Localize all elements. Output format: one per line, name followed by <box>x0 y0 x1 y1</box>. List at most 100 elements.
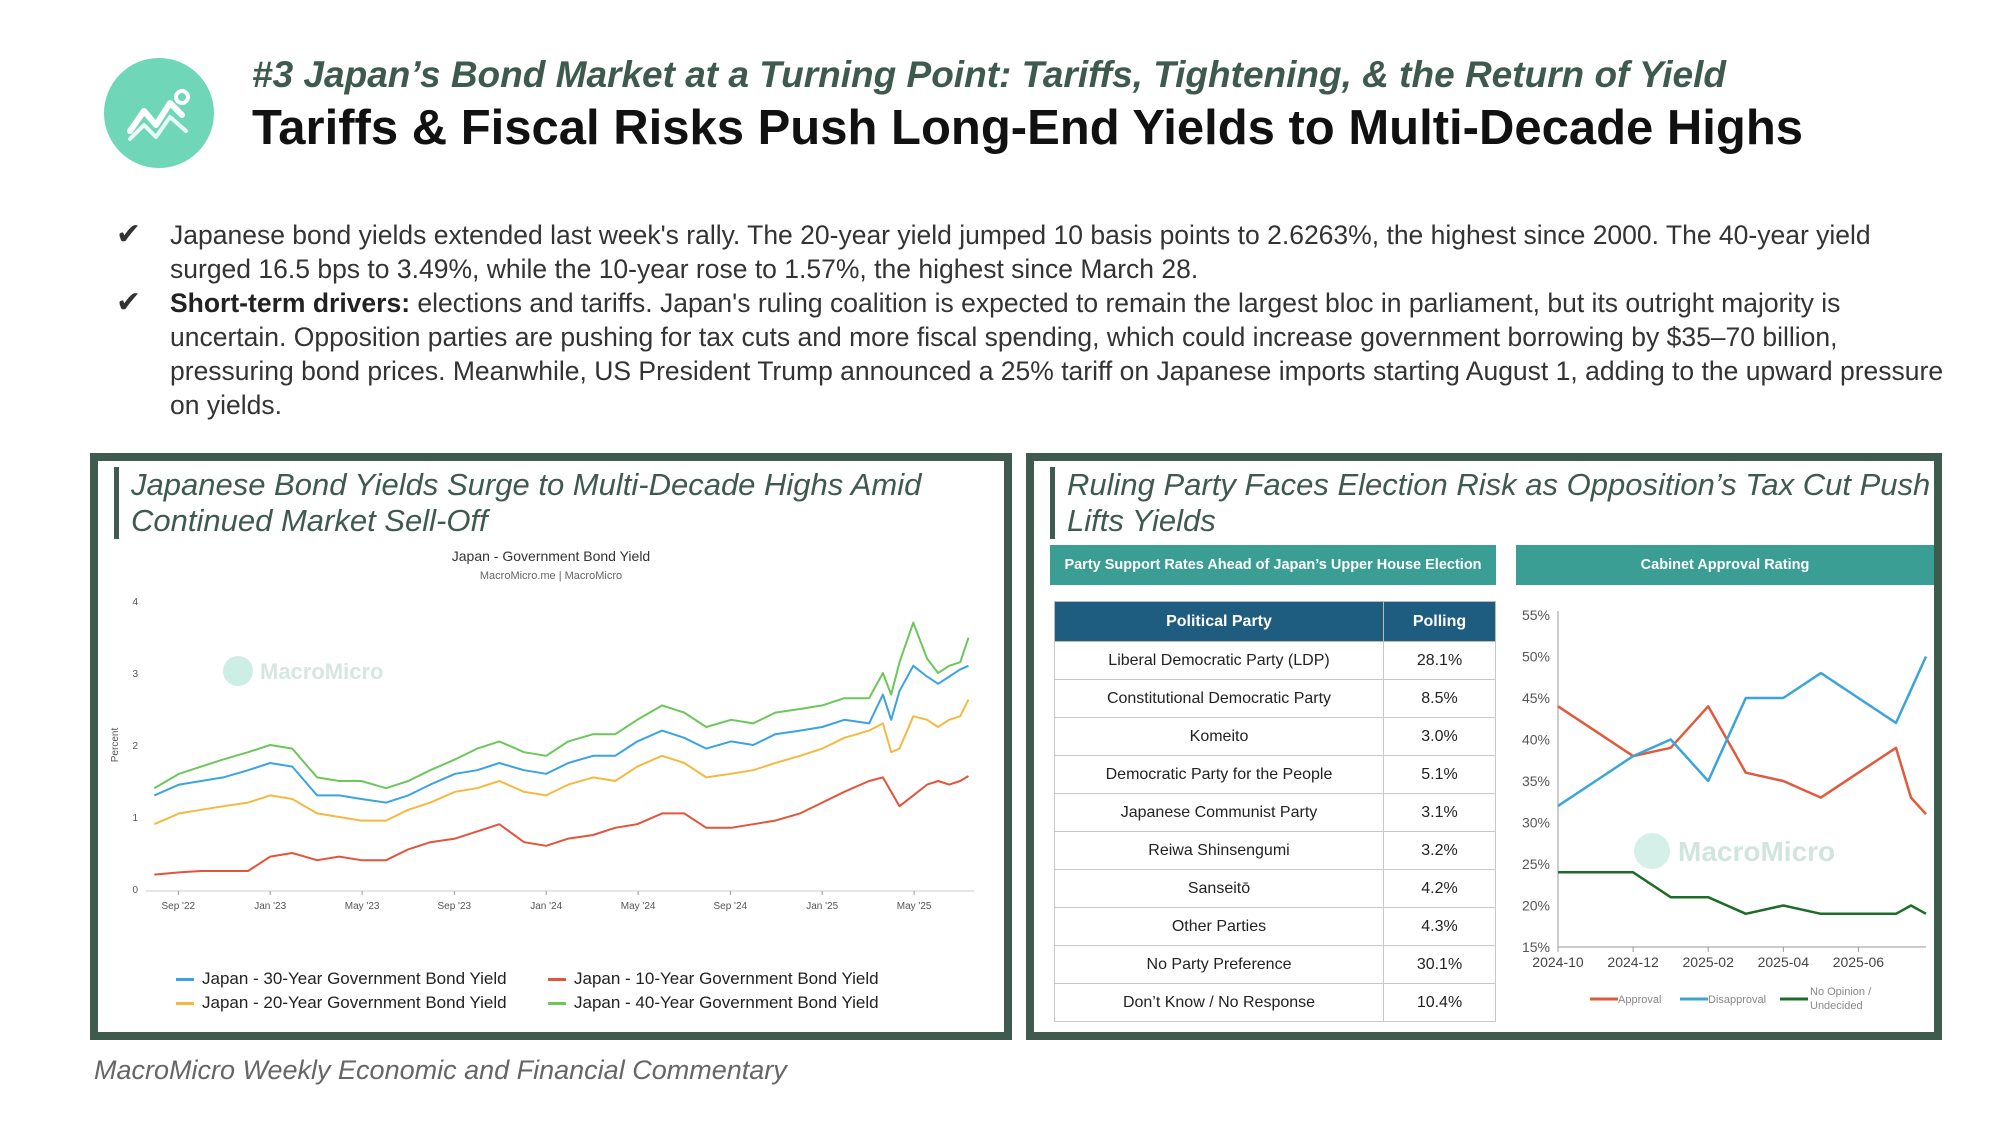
party-name: Reiwa Shinsengumi <box>1054 831 1384 870</box>
x-tick-label: Jan '24 <box>530 901 562 912</box>
legend-label: Japan - 10-Year Government Bond Yield <box>574 969 879 988</box>
party-polling-table: Political Party Polling Liberal Democrat… <box>1054 601 1496 1022</box>
legend-swatch <box>176 977 194 981</box>
legend-item: Japan - 40-Year Government Bond Yield <box>548 993 920 1013</box>
series-line <box>153 621 970 790</box>
y-tick-label: 25% <box>1522 856 1550 872</box>
bullet-item: ✔ Short-term drivers: elections and tari… <box>116 286 1946 422</box>
y-tick-label: 50% <box>1522 649 1550 665</box>
legend-item: Japan - 30-Year Government Bond Yield <box>176 969 548 989</box>
table-row: Democratic Party for the People 5.1% <box>1054 755 1496 794</box>
report-eyebrow: #3 Japan’s Bond Market at a Turning Poin… <box>252 54 1727 95</box>
x-tick-label: Sep '24 <box>713 901 747 912</box>
legend-label: No Opinion / <box>1810 986 1872 998</box>
brand-logo <box>104 58 214 168</box>
x-tick-label: 2025-04 <box>1758 954 1810 970</box>
party-name: Don’t Know / No Response <box>1054 983 1384 1022</box>
chart-header-banner: Cabinet Approval Rating <box>1516 545 1934 585</box>
x-tick-label: 2024-12 <box>1607 954 1659 970</box>
column-header: Political Party <box>1054 601 1384 642</box>
series-line <box>1557 705 1927 816</box>
checkmark-icon: ✔ <box>116 218 142 251</box>
y-tick-label: 1 <box>132 813 138 824</box>
series-line <box>153 664 969 804</box>
chart-title: Japan - Government Bond Yield <box>452 548 650 564</box>
legend-swatch <box>548 977 566 981</box>
legend-swatch <box>548 1001 566 1005</box>
party-name: Komeito <box>1054 717 1384 756</box>
table-row: Japanese Communist Party 3.1% <box>1054 793 1496 832</box>
table-row: Reiwa Shinsengumi 3.2% <box>1054 831 1496 870</box>
x-tick-label: 2025-02 <box>1683 954 1735 970</box>
bullet-list: ✔ Japanese bond yields extended last wee… <box>116 218 1946 422</box>
legend-label: Disapproval <box>1708 994 1766 1006</box>
bullet-item: ✔ Japanese bond yields extended last wee… <box>116 218 1946 286</box>
series-line <box>154 775 970 876</box>
party-name: Democratic Party for the People <box>1054 755 1384 794</box>
y-tick-label: 3 <box>132 669 138 680</box>
polling-value: 8.5% <box>1383 679 1496 718</box>
x-tick-label: May '23 <box>345 901 380 912</box>
polling-value: 10.4% <box>1383 983 1496 1022</box>
series-line <box>1558 871 1927 916</box>
table-row: Constitutional Democratic Party 8.5% <box>1054 679 1496 718</box>
panel-title: Ruling Party Faces Election Risk as Oppo… <box>1050 467 1934 539</box>
legend-item: Japan - 20-Year Government Bond Yield <box>176 993 548 1013</box>
polling-value: 3.0% <box>1383 717 1496 756</box>
polling-value: 4.3% <box>1383 907 1496 946</box>
bond-yield-legend: Japan - 30-Year Government Bond Yield Jap… <box>176 969 936 1013</box>
y-tick-label: 2 <box>132 741 138 752</box>
y-tick-label: 15% <box>1522 939 1550 955</box>
legend-label: Japan - 40-Year Government Bond Yield <box>574 993 879 1012</box>
table-row: Komeito 3.0% <box>1054 717 1496 756</box>
y-tick-label: 0 <box>132 885 138 896</box>
legend-swatch <box>176 1001 194 1005</box>
x-tick-label: May '25 <box>897 901 932 912</box>
polling-value: 30.1% <box>1383 945 1496 984</box>
x-tick-label: May '24 <box>621 901 656 912</box>
series-line <box>1557 655 1928 807</box>
x-tick-label: Jan '25 <box>806 901 838 912</box>
column-header: Polling <box>1383 601 1496 642</box>
watermark-logo-icon <box>223 656 253 686</box>
table-header-banner: Party Support Rates Ahead of Japan’s Upp… <box>1050 545 1496 585</box>
bond-yield-panel: Japanese Bond Yields Surge to Multi-Deca… <box>90 453 1012 1040</box>
y-tick-label: 35% <box>1522 773 1550 789</box>
polling-value: 3.1% <box>1383 793 1496 832</box>
table-header-row: Political Party Polling <box>1054 601 1496 642</box>
table-row: Other Parties 4.3% <box>1054 907 1496 946</box>
polling-value: 5.1% <box>1383 755 1496 794</box>
y-tick-label: 40% <box>1522 732 1550 748</box>
x-tick-label: 2024-10 <box>1532 954 1584 970</box>
party-name: Liberal Democratic Party (LDP) <box>1054 641 1384 680</box>
party-name: Other Parties <box>1054 907 1384 946</box>
checkmark-icon: ✔ <box>116 286 142 319</box>
y-tick-label: 4 <box>132 597 138 608</box>
y-axis-label: Percent <box>110 728 121 763</box>
y-tick-label: 55% <box>1522 607 1550 623</box>
party-name: Constitutional Democratic Party <box>1054 679 1384 718</box>
table-row: Sanseitō 4.2% <box>1054 869 1496 908</box>
y-tick-label: 45% <box>1522 690 1550 706</box>
x-tick-label: Jan '23 <box>254 901 286 912</box>
x-tick-label: 2025-06 <box>1833 954 1885 970</box>
party-name: Japanese Communist Party <box>1054 793 1384 832</box>
election-risk-panel: Ruling Party Faces Election Risk as Oppo… <box>1026 453 1942 1040</box>
legend-item: Japan - 10-Year Government Bond Yield <box>548 969 920 989</box>
chart-trend-icon <box>127 89 190 141</box>
bullet-text: elections and tariffs. Japan's ruling co… <box>170 288 1944 420</box>
table-row: Liberal Democratic Party (LDP) 28.1% <box>1054 641 1496 680</box>
polling-value: 28.1% <box>1383 641 1496 680</box>
series-line <box>153 699 970 826</box>
footer-source: MacroMicro Weekly Economic and Financial… <box>94 1055 787 1085</box>
polling-value: 4.2% <box>1383 869 1496 908</box>
legend-label: Japan - 30-Year Government Bond Yield <box>202 969 507 988</box>
x-tick-label: Sep '22 <box>161 901 195 912</box>
party-name: No Party Preference <box>1054 945 1384 984</box>
watermark-logo-icon <box>1634 833 1670 869</box>
x-tick-label: Sep '23 <box>437 901 471 912</box>
cabinet-approval-chart: 15% 20% 25% 30% 35% 40% 45% 50% 55% 2024-10 2024-1… <box>1522 607 1928 1012</box>
table-row: Don’t Know / No Response 10.4% <box>1054 983 1496 1022</box>
legend-label: Approval <box>1618 994 1661 1006</box>
y-tick-label: 20% <box>1522 898 1550 914</box>
